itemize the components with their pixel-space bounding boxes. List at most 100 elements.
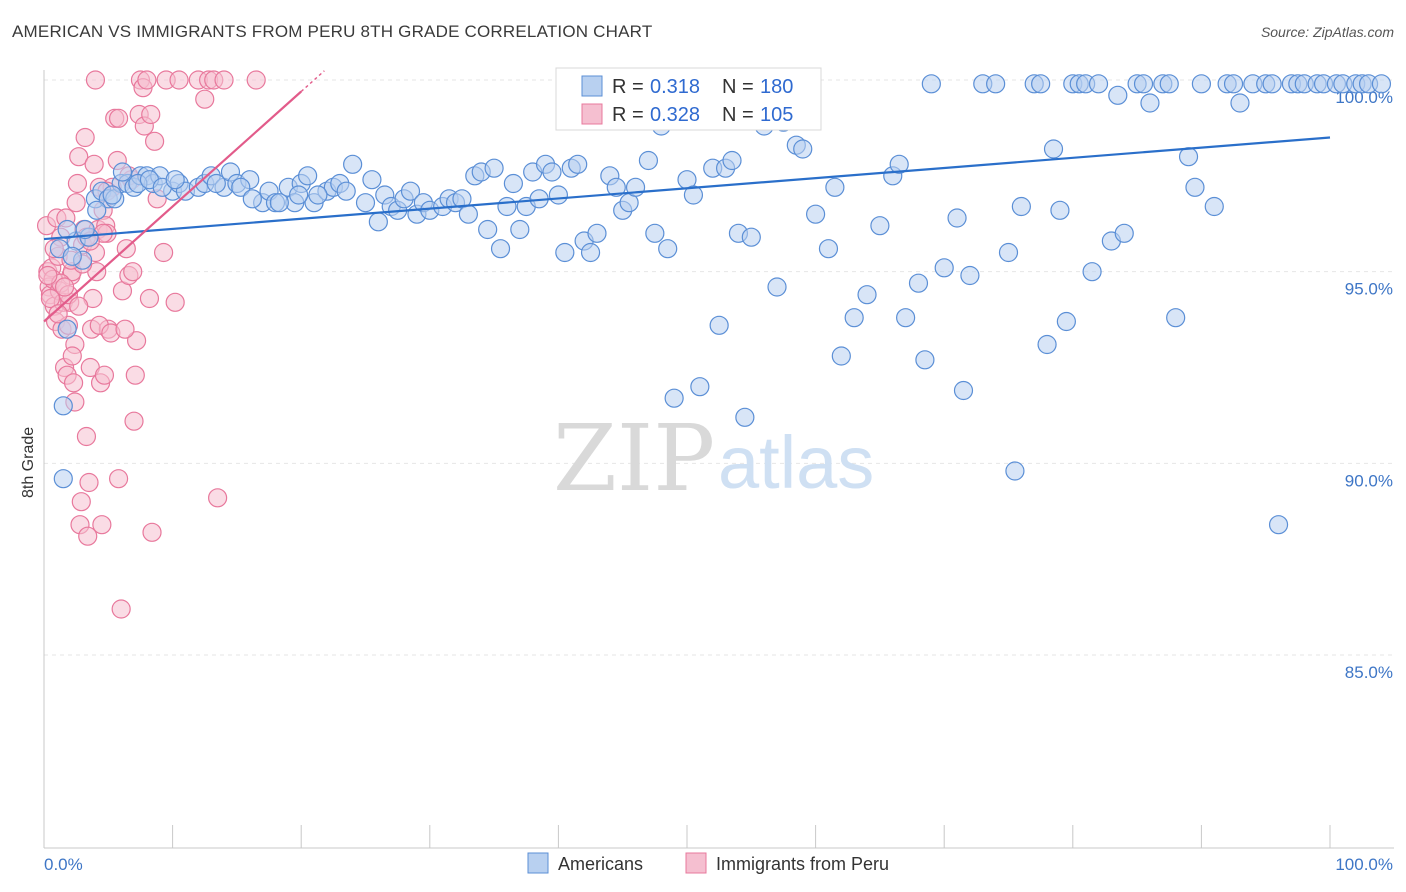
- series-legend-label-peru: Immigrants from Peru: [716, 854, 889, 874]
- point-americans-117: [947, 208, 967, 228]
- point-peru-25: [69, 147, 89, 167]
- chart-title: AMERICAN VS IMMIGRANTS FROM PERU 8TH GRA…: [12, 22, 653, 41]
- point-americans-175: [87, 200, 107, 220]
- point-peru-27: [71, 492, 91, 512]
- point-americans-88: [683, 185, 704, 205]
- point-peru-101: [108, 108, 129, 128]
- point-americans-108: [857, 285, 877, 305]
- legend-r-label-peru: R =: [612, 104, 644, 126]
- point-peru-71: [165, 292, 185, 312]
- point-americans-43: [368, 212, 388, 232]
- point-peru-30: [75, 127, 95, 148]
- point-americans-177: [112, 162, 133, 182]
- point-americans-60: [484, 158, 504, 178]
- point-americans-183: [231, 177, 251, 197]
- point-americans-130: [1056, 311, 1076, 332]
- point-americans-127: [1037, 334, 1057, 355]
- point-americans-48: [400, 181, 421, 201]
- point-americans-39: [336, 181, 356, 201]
- point-americans-102: [793, 139, 813, 159]
- point-peru-93: [69, 296, 89, 316]
- point-americans-62: [497, 196, 517, 217]
- point-peru-79: [246, 70, 266, 90]
- point-americans-155: [1268, 515, 1289, 535]
- point-americans-128: [1043, 139, 1064, 159]
- point-americans-147: [1191, 74, 1212, 94]
- watermark: ZIP atlas: [553, 405, 874, 512]
- point-americans-140: [1133, 74, 1154, 94]
- point-americans-166: [1371, 74, 1392, 94]
- point-americans-134: [1082, 262, 1102, 282]
- point-americans-61: [490, 239, 511, 259]
- y-axis-title: 8th Grade: [20, 427, 37, 498]
- point-americans-129: [1050, 200, 1070, 220]
- point-americans-145: [1178, 147, 1199, 167]
- point-americans-121: [986, 74, 1006, 94]
- point-americans-116: [934, 258, 954, 278]
- point-peru-65: [139, 288, 160, 309]
- point-americans-126: [1031, 74, 1051, 94]
- x-ticks: [172, 825, 1331, 848]
- legend-swatch-americans: [581, 75, 603, 97]
- point-peru-43: [92, 515, 112, 535]
- point-americans-103: [805, 204, 826, 224]
- point-americans-83: [645, 223, 665, 243]
- series-americans-points: [49, 74, 1392, 535]
- legend-n-label-peru: N =: [722, 104, 754, 126]
- point-peru-24: [67, 173, 88, 194]
- point-peru-84: [40, 288, 61, 309]
- point-americans-69: [542, 162, 562, 182]
- point-peru-98: [125, 365, 145, 385]
- point-americans-82: [638, 150, 659, 171]
- x-tick-labels: 0.0% 100.0%: [44, 855, 1393, 874]
- point-americans-85: [658, 239, 678, 259]
- point-americans-124: [1011, 196, 1031, 217]
- trend-line-peru: [43, 90, 302, 323]
- x-tick-label-0: 0.0%: [44, 855, 83, 874]
- point-americans-78: [606, 177, 626, 197]
- point-americans-118: [953, 380, 974, 401]
- point-peru-72: [169, 70, 189, 90]
- point-peru-67: [142, 522, 162, 542]
- point-americans-182: [206, 173, 226, 194]
- point-americans-63: [503, 173, 523, 194]
- watermark-atlas: atlas: [718, 421, 874, 504]
- point-americans-2: [53, 396, 73, 416]
- point-americans-41: [355, 193, 376, 213]
- point-peru-32: [78, 526, 98, 546]
- point-peru-31: [76, 426, 97, 447]
- point-peru-89: [123, 262, 143, 282]
- point-americans-187: [308, 185, 328, 205]
- legend-r-value-peru: 0.328: [650, 104, 700, 126]
- point-americans-98: [767, 277, 787, 297]
- series-legend: Americans Immigrants from Peru: [527, 852, 889, 874]
- point-peru-45: [94, 365, 115, 385]
- point-americans-115: [921, 74, 941, 94]
- point-americans-96: [741, 227, 761, 247]
- point-peru-97: [115, 319, 135, 339]
- y-tick-labels: 100.0%95.0%90.0%85.0%: [1335, 88, 1393, 682]
- y-tick-label-3: 85.0%: [1345, 663, 1393, 682]
- point-americans-174: [75, 219, 95, 240]
- trend-line-americans: [43, 136, 1331, 241]
- point-peru-21: [63, 373, 84, 393]
- point-americans-106: [831, 346, 851, 366]
- point-peru-78: [214, 70, 234, 90]
- point-peru-52: [108, 469, 129, 489]
- point-americans-150: [1223, 74, 1244, 94]
- point-peru-103: [85, 70, 106, 90]
- point-americans-114: [915, 350, 935, 370]
- point-americans-3: [57, 319, 77, 339]
- point-americans-186: [289, 185, 309, 205]
- point-peru-64: [137, 70, 157, 90]
- trend-line-peru-extension: [300, 70, 325, 93]
- point-americans-1: [53, 469, 73, 489]
- point-americans-75: [580, 242, 601, 263]
- point-americans-76: [587, 223, 607, 243]
- point-americans-112: [896, 308, 916, 328]
- point-americans-105: [825, 177, 845, 197]
- point-peru-90: [38, 265, 58, 286]
- point-peru-74: [195, 89, 215, 109]
- point-americans-71: [555, 242, 575, 263]
